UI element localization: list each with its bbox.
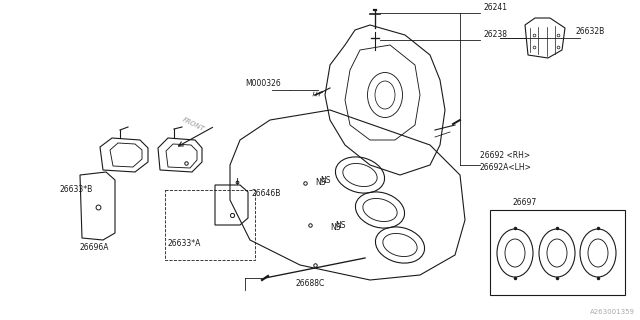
Text: 26633*A: 26633*A <box>168 239 202 248</box>
Text: 26692 <RH>: 26692 <RH> <box>480 151 530 160</box>
Text: A263001359: A263001359 <box>590 309 635 315</box>
Text: NS: NS <box>320 176 330 185</box>
Text: 26696A: 26696A <box>80 243 109 252</box>
Text: 26688C: 26688C <box>295 279 324 288</box>
Text: NS: NS <box>315 178 326 187</box>
Text: 26692A<LH>: 26692A<LH> <box>480 163 532 172</box>
Text: 26241: 26241 <box>483 3 507 12</box>
Text: 26697: 26697 <box>513 198 537 207</box>
Text: 26632B: 26632B <box>576 27 605 36</box>
Text: NS: NS <box>330 223 340 232</box>
Text: NS: NS <box>335 221 346 230</box>
Text: 26238: 26238 <box>483 30 507 39</box>
Bar <box>490 210 625 295</box>
Bar <box>165 190 255 260</box>
Text: M000326: M000326 <box>245 79 281 88</box>
Text: FRONT: FRONT <box>181 116 205 132</box>
Text: 26633*B: 26633*B <box>60 185 93 194</box>
Text: 26646B: 26646B <box>252 189 282 198</box>
